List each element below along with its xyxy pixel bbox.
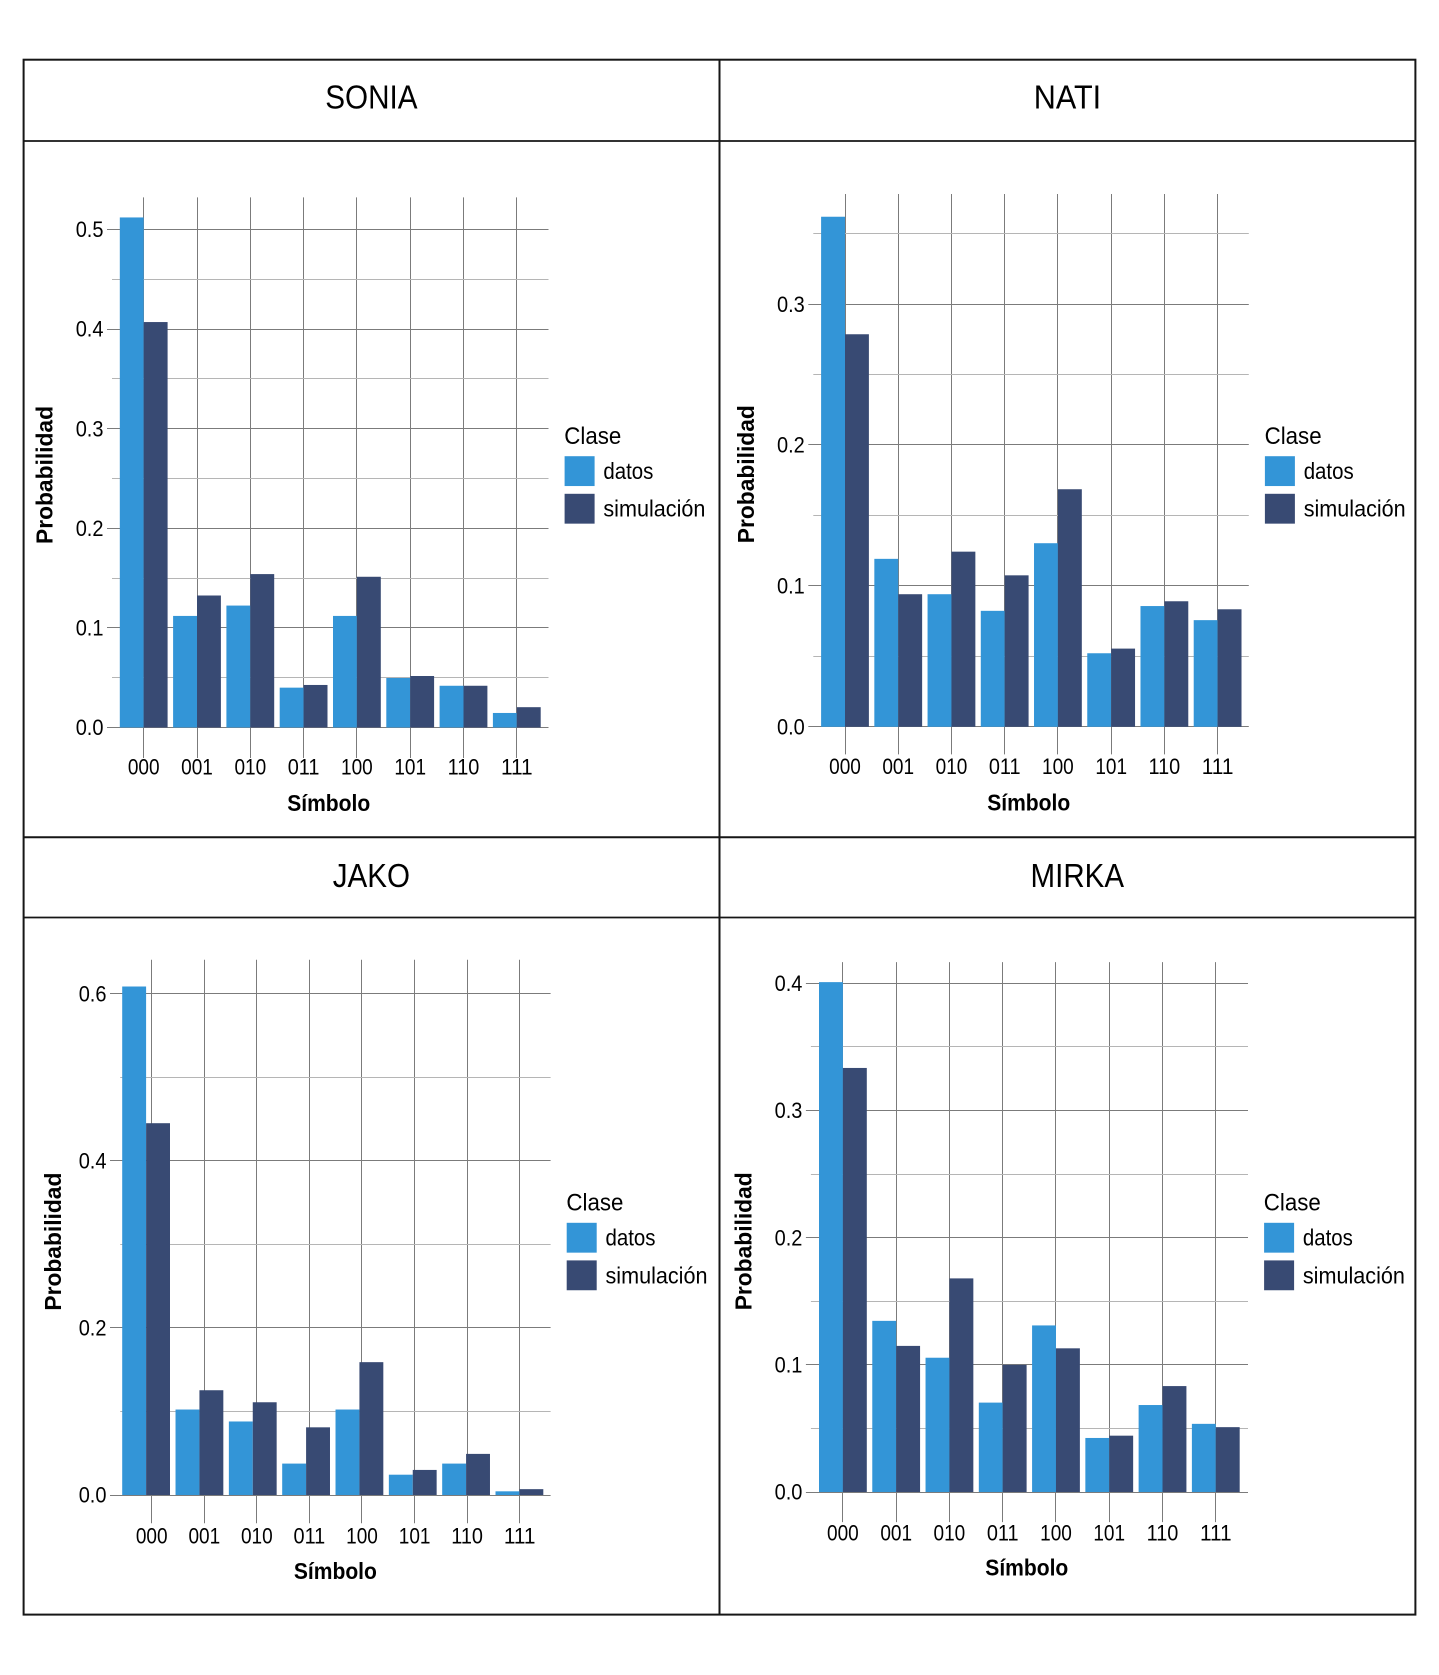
svg-text:0.3: 0.3	[76, 416, 104, 441]
svg-text:Clase: Clase	[1265, 423, 1322, 450]
svg-text:000: 000	[136, 1524, 168, 1549]
svg-text:datos: datos	[606, 1225, 656, 1251]
svg-text:010: 010	[241, 1524, 273, 1549]
svg-text:Símbolo: Símbolo	[287, 790, 370, 816]
svg-text:010: 010	[936, 754, 968, 779]
svg-text:100: 100	[346, 1524, 378, 1549]
svg-text:000: 000	[829, 754, 861, 779]
svg-text:Probabilidad: Probabilidad	[40, 1173, 66, 1311]
svg-text:110: 110	[448, 755, 480, 780]
svg-text:Probabilidad: Probabilidad	[32, 406, 58, 544]
svg-text:110: 110	[451, 1524, 483, 1549]
svg-text:0.3: 0.3	[777, 292, 805, 317]
svg-text:0.2: 0.2	[79, 1316, 107, 1341]
svg-text:101: 101	[394, 755, 426, 780]
svg-text:0.0: 0.0	[76, 715, 104, 740]
svg-text:011: 011	[294, 1524, 326, 1549]
svg-text:Clase: Clase	[566, 1189, 623, 1216]
svg-text:Símbolo: Símbolo	[985, 1554, 1068, 1580]
svg-text:000: 000	[128, 755, 160, 780]
svg-text:000: 000	[827, 1521, 859, 1546]
svg-text:0.6: 0.6	[79, 981, 107, 1006]
svg-text:011: 011	[987, 1521, 1019, 1546]
svg-text:111: 111	[501, 755, 533, 780]
svg-text:Clase: Clase	[1264, 1189, 1321, 1216]
svg-text:010: 010	[934, 1521, 966, 1546]
svg-text:MIRKA: MIRKA	[1031, 857, 1125, 894]
svg-text:datos: datos	[603, 458, 653, 484]
svg-text:Clase: Clase	[564, 423, 621, 450]
svg-text:101: 101	[399, 1524, 431, 1549]
svg-text:010: 010	[234, 755, 266, 780]
svg-text:100: 100	[1042, 754, 1074, 779]
svg-text:0.5: 0.5	[76, 217, 104, 242]
svg-text:100: 100	[341, 755, 373, 780]
svg-text:111: 111	[1202, 754, 1234, 779]
svg-text:0.2: 0.2	[777, 433, 805, 458]
svg-text:001: 001	[882, 754, 914, 779]
svg-text:0.1: 0.1	[777, 574, 805, 599]
svg-text:0.1: 0.1	[775, 1353, 803, 1378]
svg-text:Probabilidad: Probabilidad	[731, 1172, 757, 1310]
svg-text:simulación: simulación	[603, 496, 705, 522]
svg-text:0.4: 0.4	[76, 317, 104, 342]
svg-text:SONIA: SONIA	[325, 79, 417, 116]
svg-text:JAKO: JAKO	[333, 857, 410, 894]
svg-text:0.4: 0.4	[775, 971, 803, 996]
svg-text:001: 001	[188, 1524, 220, 1549]
svg-text:101: 101	[1095, 754, 1127, 779]
svg-text:simulación: simulación	[1303, 1262, 1405, 1288]
svg-text:100: 100	[1040, 1521, 1072, 1546]
svg-text:0.3: 0.3	[775, 1098, 803, 1123]
svg-text:Probabilidad: Probabilidad	[733, 405, 759, 543]
svg-text:datos: datos	[1304, 458, 1354, 484]
svg-text:Símbolo: Símbolo	[294, 1558, 377, 1584]
svg-text:001: 001	[181, 755, 213, 780]
svg-text:Símbolo: Símbolo	[987, 790, 1070, 816]
svg-text:0.4: 0.4	[79, 1149, 107, 1174]
svg-text:0.0: 0.0	[777, 715, 805, 740]
svg-text:simulación: simulación	[1304, 496, 1406, 522]
svg-text:0.0: 0.0	[775, 1480, 803, 1505]
svg-text:0.1: 0.1	[76, 616, 104, 641]
svg-text:110: 110	[1147, 1521, 1179, 1546]
svg-text:101: 101	[1093, 1521, 1125, 1546]
svg-text:0.2: 0.2	[76, 516, 104, 541]
svg-text:0.2: 0.2	[775, 1225, 803, 1250]
svg-text:111: 111	[504, 1524, 536, 1549]
svg-text:datos: datos	[1303, 1225, 1353, 1251]
svg-text:011: 011	[288, 755, 320, 780]
svg-text:simulación: simulación	[606, 1262, 708, 1288]
svg-text:111: 111	[1200, 1521, 1232, 1546]
svg-text:110: 110	[1149, 754, 1181, 779]
svg-text:NATI: NATI	[1034, 79, 1101, 116]
svg-text:001: 001	[880, 1521, 912, 1546]
svg-text:0.0: 0.0	[79, 1483, 107, 1508]
svg-text:011: 011	[989, 754, 1021, 779]
